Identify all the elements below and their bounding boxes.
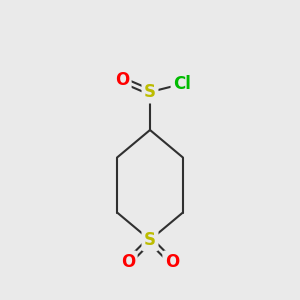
Text: O: O <box>115 71 129 89</box>
Text: O: O <box>121 253 135 271</box>
Text: S: S <box>144 83 156 101</box>
Text: Cl: Cl <box>173 75 191 93</box>
Text: S: S <box>144 231 156 249</box>
Text: O: O <box>165 253 179 271</box>
